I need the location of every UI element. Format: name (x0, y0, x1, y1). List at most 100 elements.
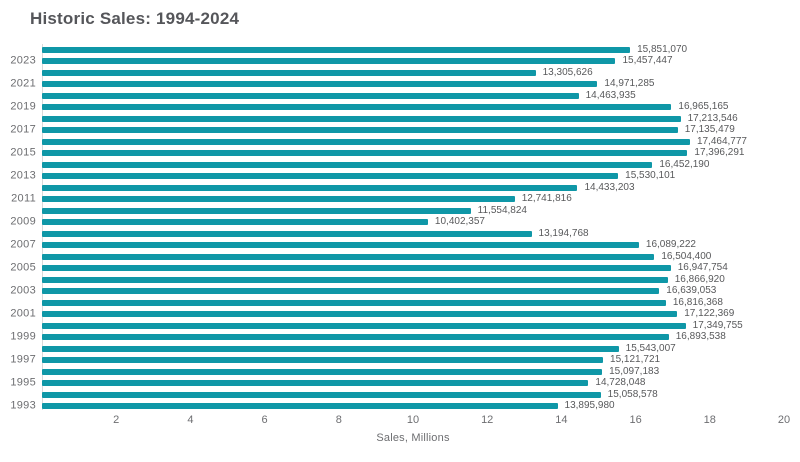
bar-value-label: 17,349,755 (692, 319, 743, 331)
bar-value-label: 15,457,447 (622, 55, 673, 67)
bar-value-label: 17,213,546 (687, 112, 738, 124)
bar-value-label: 13,194,768 (538, 227, 589, 239)
bar (42, 368, 603, 375)
bar-row: 17,464,777 (42, 136, 784, 148)
bar-value-label: 14,463,935 (585, 89, 636, 101)
bar (42, 81, 598, 88)
bar (42, 138, 690, 145)
bar-row: 10,402,357 (42, 217, 784, 229)
bar-row: 17,396,291 (42, 148, 784, 160)
bar (42, 219, 428, 226)
bar (42, 357, 604, 364)
bar-value-label: 12,741,816 (521, 193, 572, 205)
bar (42, 253, 655, 260)
bar-row: 16,893,538 (42, 332, 784, 344)
bar (42, 242, 639, 249)
bar-value-label: 17,464,777 (696, 135, 747, 147)
bar-row: 15,851,070 (42, 44, 784, 56)
x-axis-tick-label: 10 (406, 414, 420, 426)
x-axis-tick-label: 20 (777, 414, 791, 426)
bar-row: 13,194,768 (42, 228, 784, 240)
y-axis-tick-label: 1997 (10, 353, 36, 366)
y-axis-tick-label: 2017 (10, 123, 36, 136)
bar-value-label: 13,895,980 (564, 400, 615, 412)
bar-row: 16,866,920 (42, 274, 784, 286)
bar-row: 11,554,824 (42, 205, 784, 217)
bar-row: 16,639,053 (42, 286, 784, 298)
y-axis-tick-label: 2023 (10, 54, 36, 67)
y-axis-tick-label: 2003 (10, 284, 36, 297)
x-axis-tick-label: 16 (629, 414, 642, 426)
bar (42, 46, 631, 53)
bar-row: 17,122,369 (42, 309, 784, 321)
bar-row: 16,816,368 (42, 297, 784, 309)
bar-row: 15,097,183 (42, 366, 784, 378)
bar (42, 184, 578, 191)
bar (42, 58, 616, 65)
bar-row: 16,947,754 (42, 263, 784, 275)
bar-row: 14,433,203 (42, 182, 784, 194)
y-axis-tick-label: 2009 (10, 215, 36, 228)
bar-value-label: 15,097,183 (609, 365, 660, 377)
bar (42, 92, 579, 99)
bar-row: 15,457,447 (42, 56, 784, 68)
bar (42, 299, 666, 306)
bar-row: 15,058,578 (42, 389, 784, 401)
bar (42, 161, 653, 168)
bar (42, 334, 669, 341)
bar (42, 311, 678, 318)
y-axis-line (42, 44, 43, 410)
bar (42, 115, 681, 122)
chart-title: Historic Sales: 1994-2024 (30, 9, 240, 28)
x-axis-tick-label: 12 (481, 414, 494, 426)
y-axis-tick-label: 1993 (10, 399, 36, 412)
bar-row: 14,971,285 (42, 79, 784, 91)
x-axis-tick-label: 14 (555, 414, 568, 426)
bar-row: 15,543,007 (42, 343, 784, 355)
bar-value-label: 15,543,007 (625, 342, 676, 354)
bar-value-label: 16,866,920 (674, 273, 725, 285)
bar (42, 104, 672, 111)
bar-value-label: 16,639,053 (666, 285, 717, 297)
bar (42, 391, 601, 398)
bar-value-label: 13,305,626 (542, 66, 593, 78)
bar (42, 173, 619, 180)
bar-value-label: 15,530,101 (625, 170, 676, 182)
y-axis: 2023 2021 2019 2017 2015 2013 2011 2009 2007 2005… (0, 44, 36, 412)
bar (42, 403, 558, 410)
bar-row: 17,349,755 (42, 320, 784, 332)
bar-value-label: 10,402,357 (434, 216, 485, 228)
bar-value-label: 16,504,400 (661, 250, 712, 262)
bar-row: 13,305,626 (42, 67, 784, 79)
x-axis-title: Sales, Millions (376, 432, 450, 444)
bar-value-label: 14,728,048 (595, 377, 646, 389)
bar-row: 16,089,222 (42, 240, 784, 252)
bar (42, 69, 536, 76)
bar-row: 12,741,816 (42, 194, 784, 206)
bar (42, 288, 660, 295)
bar-row: 15,121,721 (42, 355, 784, 367)
bar-value-label: 16,947,754 (677, 262, 728, 274)
bar-row: 16,504,400 (42, 251, 784, 263)
bar-value-label: 16,816,368 (672, 296, 723, 308)
bar-value-label: 14,971,285 (604, 78, 655, 90)
bar-value-label: 16,893,538 (675, 331, 726, 343)
bar-value-label: 16,089,222 (645, 239, 696, 251)
bar (42, 230, 532, 237)
bar (42, 380, 589, 387)
bar (42, 265, 671, 272)
bar (42, 196, 515, 203)
y-axis-tick-label: 1999 (10, 330, 36, 343)
y-axis-tick-label: 2005 (10, 261, 36, 274)
bar (42, 127, 678, 134)
bar (42, 322, 686, 329)
y-axis-tick-label: 1995 (10, 376, 36, 389)
bar-row: 13,895,980 (42, 401, 784, 413)
y-axis-tick-label: 2007 (10, 238, 36, 251)
x-axis-tick-label: 2 (113, 414, 120, 426)
bar-value-label: 11,554,824 (477, 204, 527, 216)
y-axis-tick-label: 2001 (10, 307, 36, 320)
bar-row: 17,135,479 (42, 125, 784, 137)
bar-row: 16,452,190 (42, 159, 784, 171)
